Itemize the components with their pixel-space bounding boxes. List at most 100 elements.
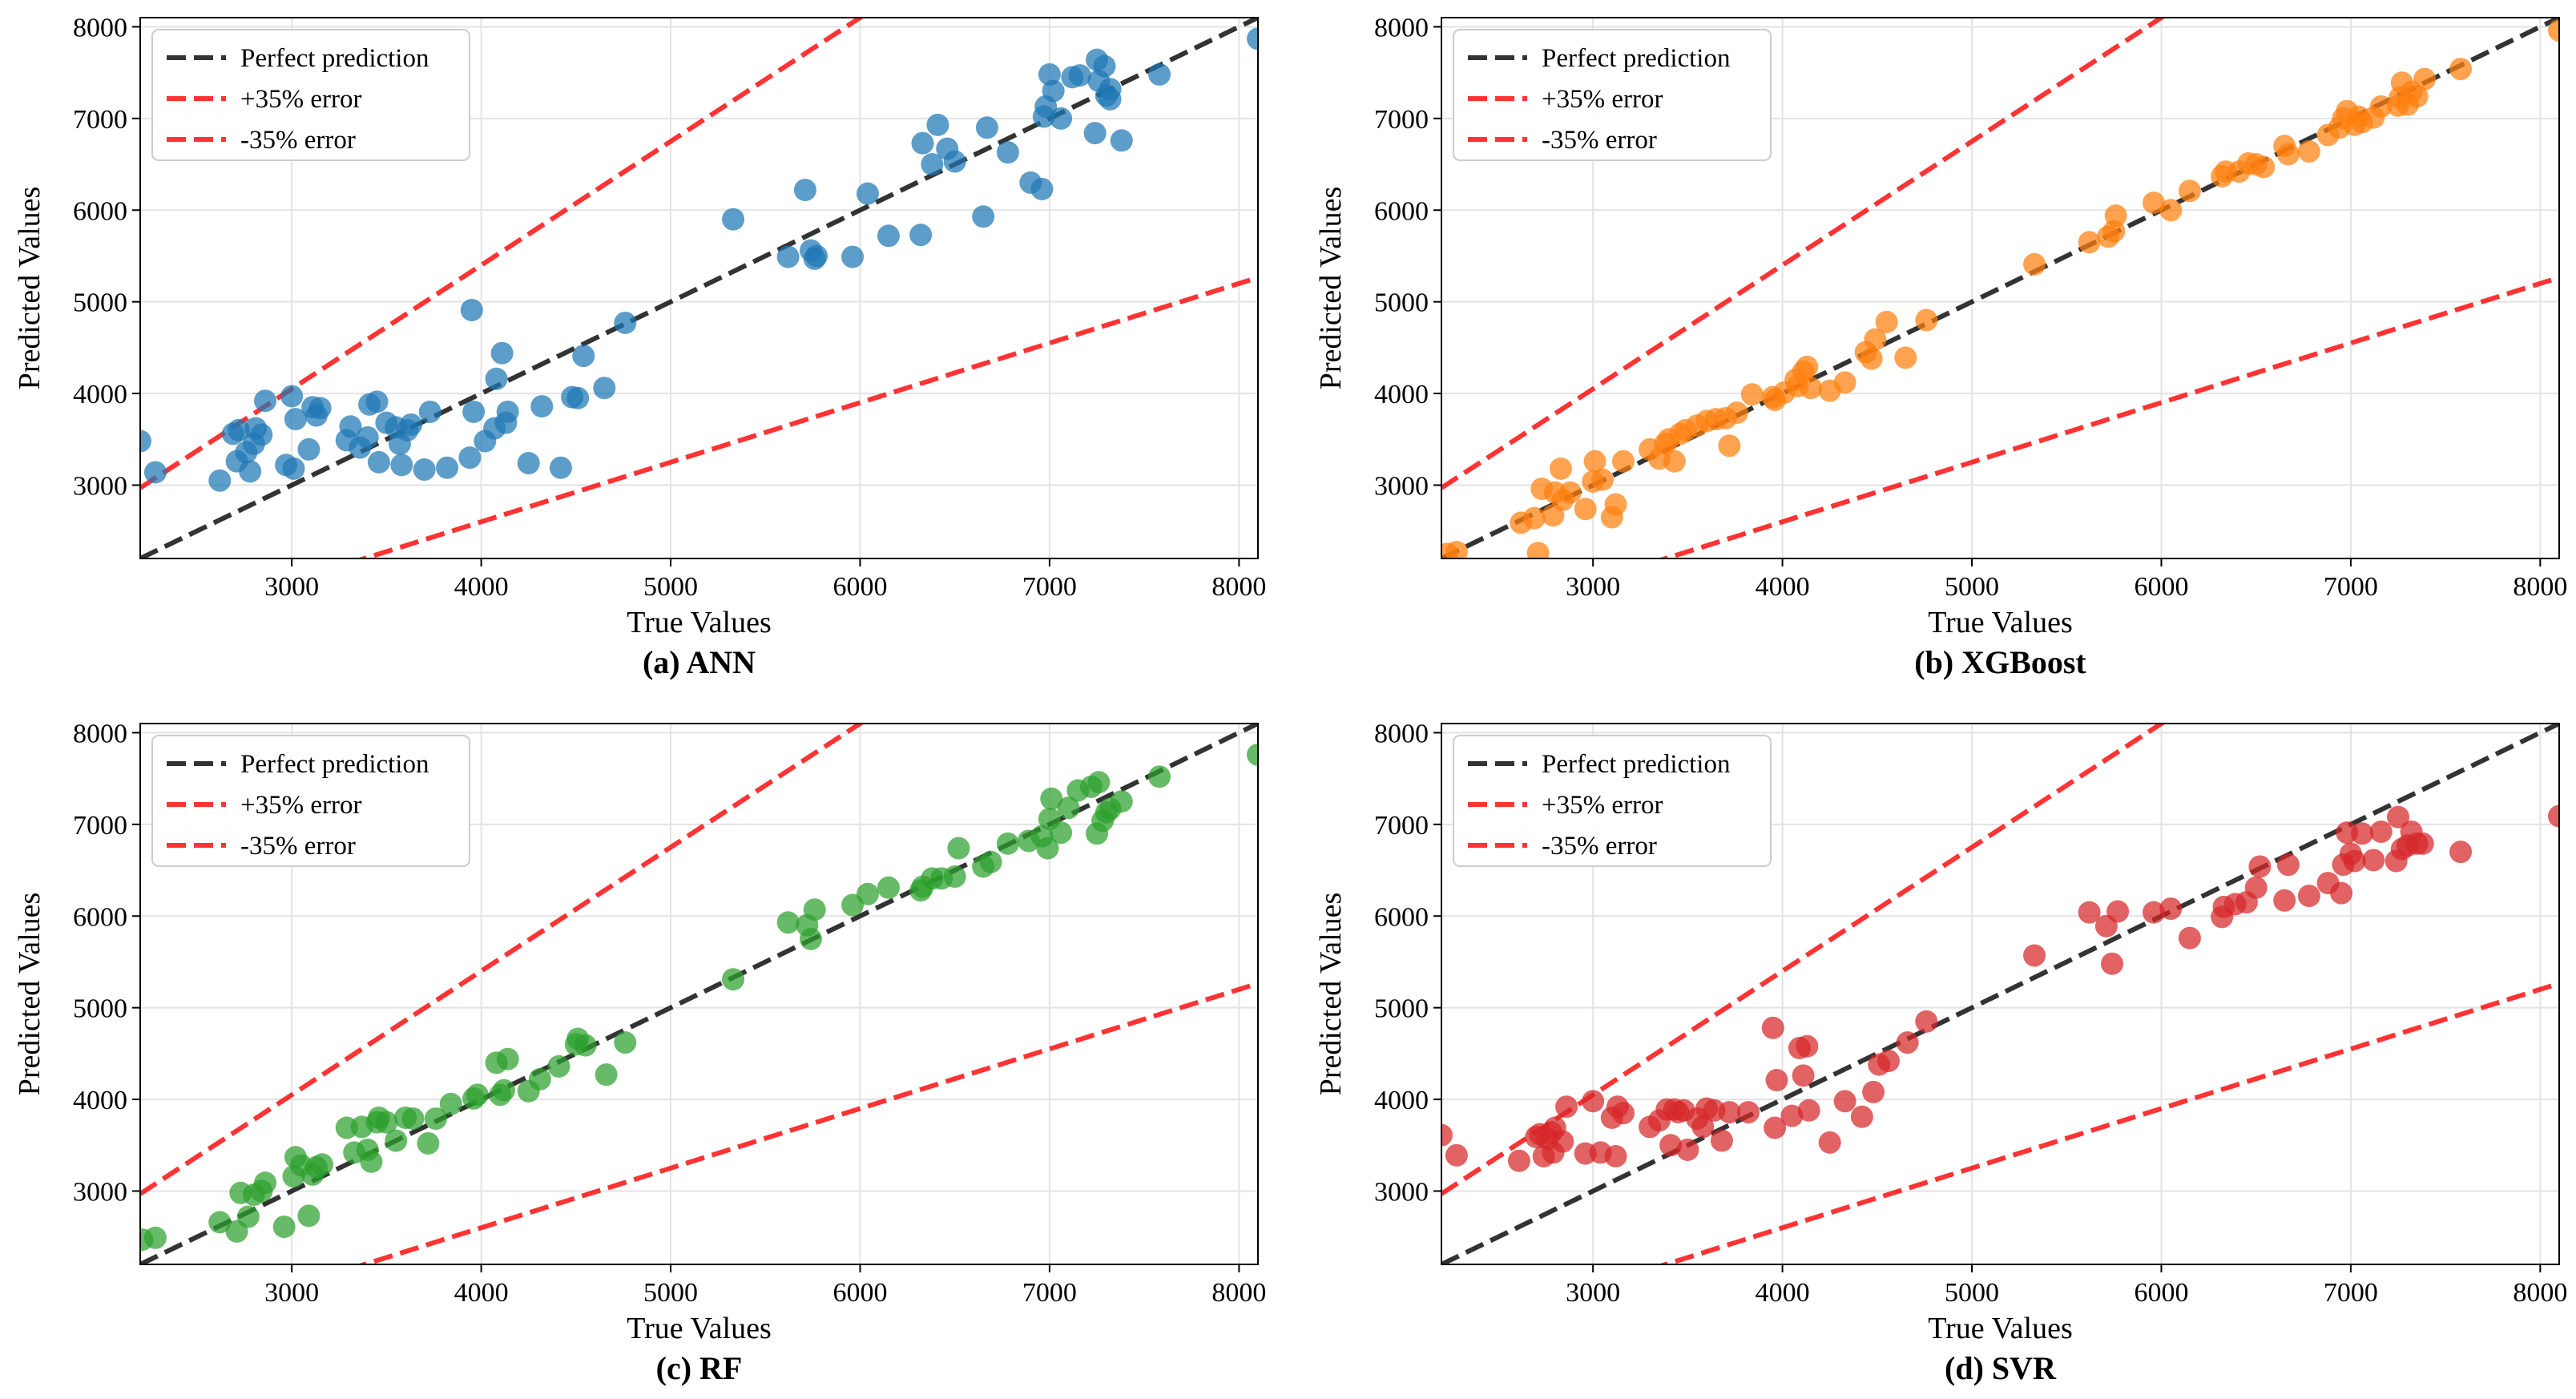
data-point <box>1582 1090 1605 1113</box>
data-point <box>1764 1116 1787 1139</box>
data-point <box>943 150 966 173</box>
data-point <box>280 385 304 408</box>
data-point <box>1522 506 1546 530</box>
legend-perfect-prediction-label: Perfect prediction <box>1542 750 1730 779</box>
data-point <box>2276 853 2300 877</box>
data-point <box>566 386 590 409</box>
data-point <box>2078 231 2101 254</box>
x-tick-label: 8000 <box>1211 1278 1266 1308</box>
data-point <box>390 454 413 477</box>
data-point <box>1875 310 1898 333</box>
x-tick-label: 8000 <box>1211 572 1266 602</box>
data-point <box>1445 540 1468 558</box>
y-tick-label: 5000 <box>1374 994 1429 1024</box>
panel-caption: (d) SVR <box>1945 1350 2057 1386</box>
y-axis-label: Predicted Values <box>13 893 46 1096</box>
data-point <box>1247 743 1258 766</box>
x-tick-label: 6000 <box>832 1278 887 1308</box>
panel-svr: 3000 4000 5000 6000 7000 8000 3000 4000 5000 6000… <box>1314 719 2567 1386</box>
data-point <box>356 425 379 449</box>
data-point <box>460 298 483 321</box>
data-point <box>418 400 441 423</box>
data-point <box>856 882 879 905</box>
data-point <box>2449 841 2473 864</box>
data-point <box>143 461 167 484</box>
data-point <box>1441 1123 1453 1147</box>
data-point <box>877 876 900 899</box>
y-tick-label: 3000 <box>73 471 127 501</box>
data-point <box>2159 199 2183 222</box>
data-point <box>496 400 519 423</box>
data-point <box>2023 944 2046 967</box>
y-tick-label: 7000 <box>73 811 127 841</box>
data-point <box>2276 143 2300 166</box>
data-point <box>2297 140 2320 163</box>
data-point <box>572 345 595 368</box>
data-point <box>140 429 151 453</box>
legend-box <box>1453 735 1772 867</box>
data-point <box>841 245 865 268</box>
x-tick-label: 4000 <box>454 572 509 602</box>
data-point <box>1604 1145 1627 1167</box>
y-tick-label: 4000 <box>73 1086 127 1115</box>
data-point <box>1915 1010 1938 1033</box>
x-axis-label: True Values <box>1928 1312 2073 1345</box>
y-tick-label: 7000 <box>1374 811 1429 841</box>
data-point <box>2178 179 2201 203</box>
y-tick-label: 8000 <box>1374 13 1429 42</box>
data-point <box>776 245 800 268</box>
legend-perfect-prediction-label: Perfect prediction <box>240 44 429 73</box>
data-point <box>549 456 572 479</box>
panel-caption: (c) RF <box>656 1350 743 1386</box>
y-tick-label: 6000 <box>73 196 127 226</box>
data-point <box>793 179 816 202</box>
data-point <box>339 415 362 438</box>
data-point <box>2248 855 2272 878</box>
panel-rf: 3000 4000 5000 6000 7000 8000 3000 4000 5000 6000… <box>13 719 1266 1386</box>
panel-caption: (b) XGBoost <box>1914 644 2086 680</box>
legend-plus-35-error-label: +35% error <box>240 85 361 114</box>
data-point <box>2413 67 2437 91</box>
data-point <box>1659 1134 1683 1157</box>
data-point <box>2273 889 2296 912</box>
data-point <box>385 1129 408 1152</box>
data-point <box>2351 822 2374 845</box>
data-point <box>1057 796 1080 820</box>
data-point <box>284 408 307 431</box>
data-point <box>360 1150 383 1173</box>
data-point <box>2101 952 2123 975</box>
data-point <box>1710 1129 1733 1152</box>
data-point <box>1896 1031 1919 1054</box>
data-point <box>436 456 459 479</box>
legend-plus-35-error-label: +35% error <box>240 791 361 820</box>
x-axis-label: True Values <box>627 1312 772 1345</box>
data-point <box>272 1216 296 1239</box>
data-point <box>2362 849 2385 872</box>
data-point <box>1877 1050 1900 1073</box>
data-point <box>1583 450 1606 473</box>
data-point <box>208 469 232 492</box>
data-point <box>310 1153 333 1176</box>
data-point <box>722 968 745 991</box>
data-point <box>856 182 879 205</box>
y-axis-label: Predicted Values <box>1314 187 1348 390</box>
legend: Perfect prediction +35% error -35% error <box>151 29 470 161</box>
x-tick-label: 6000 <box>832 572 887 602</box>
x-tick-label: 4000 <box>1756 572 1810 602</box>
axes-frame <box>1441 17 2560 559</box>
data-point <box>2178 926 2201 949</box>
data-point <box>979 850 1002 873</box>
data-point <box>1850 1105 1873 1128</box>
legend: Perfect prediction +35% error -35% error <box>151 735 470 867</box>
minus-35-error-line <box>357 275 1258 558</box>
data-point <box>485 367 508 390</box>
legend-minus-35-error-label: -35% error <box>240 832 356 861</box>
data-point <box>492 1078 515 1102</box>
x-tick-label: 7000 <box>2324 572 2378 602</box>
data-point <box>1087 771 1111 794</box>
data-point <box>1663 450 1686 473</box>
data-point <box>1110 129 1133 152</box>
y-tick-label: 6000 <box>1374 902 1429 932</box>
y-tick-label: 3000 <box>1374 1177 1429 1207</box>
